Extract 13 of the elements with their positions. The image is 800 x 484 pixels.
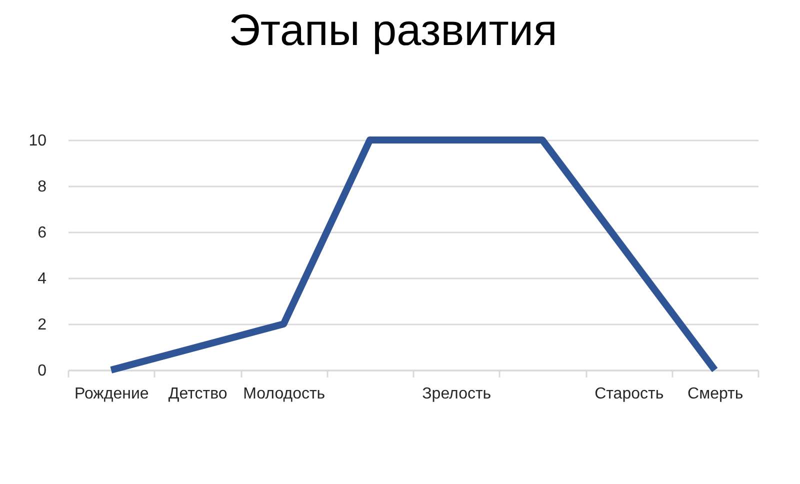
x-tick-label: Смерть — [688, 386, 744, 402]
x-tick-label: Зрелость — [422, 386, 492, 402]
y-tick-label: 10 — [28, 132, 47, 150]
y-tick-label: 6 — [38, 224, 47, 242]
y-tick-label: 8 — [38, 178, 47, 196]
x-tick-label: Рождение — [74, 386, 149, 402]
chart-title: Этапы развития — [228, 6, 558, 55]
y-tick-label: 0 — [38, 362, 47, 380]
y-tick-label: 4 — [38, 270, 47, 288]
y-tick-label: 2 — [38, 316, 47, 334]
x-tick-label: Старость — [594, 386, 664, 402]
x-tick-label: Детство — [168, 386, 228, 402]
x-tick-label: Молодость — [243, 386, 326, 402]
